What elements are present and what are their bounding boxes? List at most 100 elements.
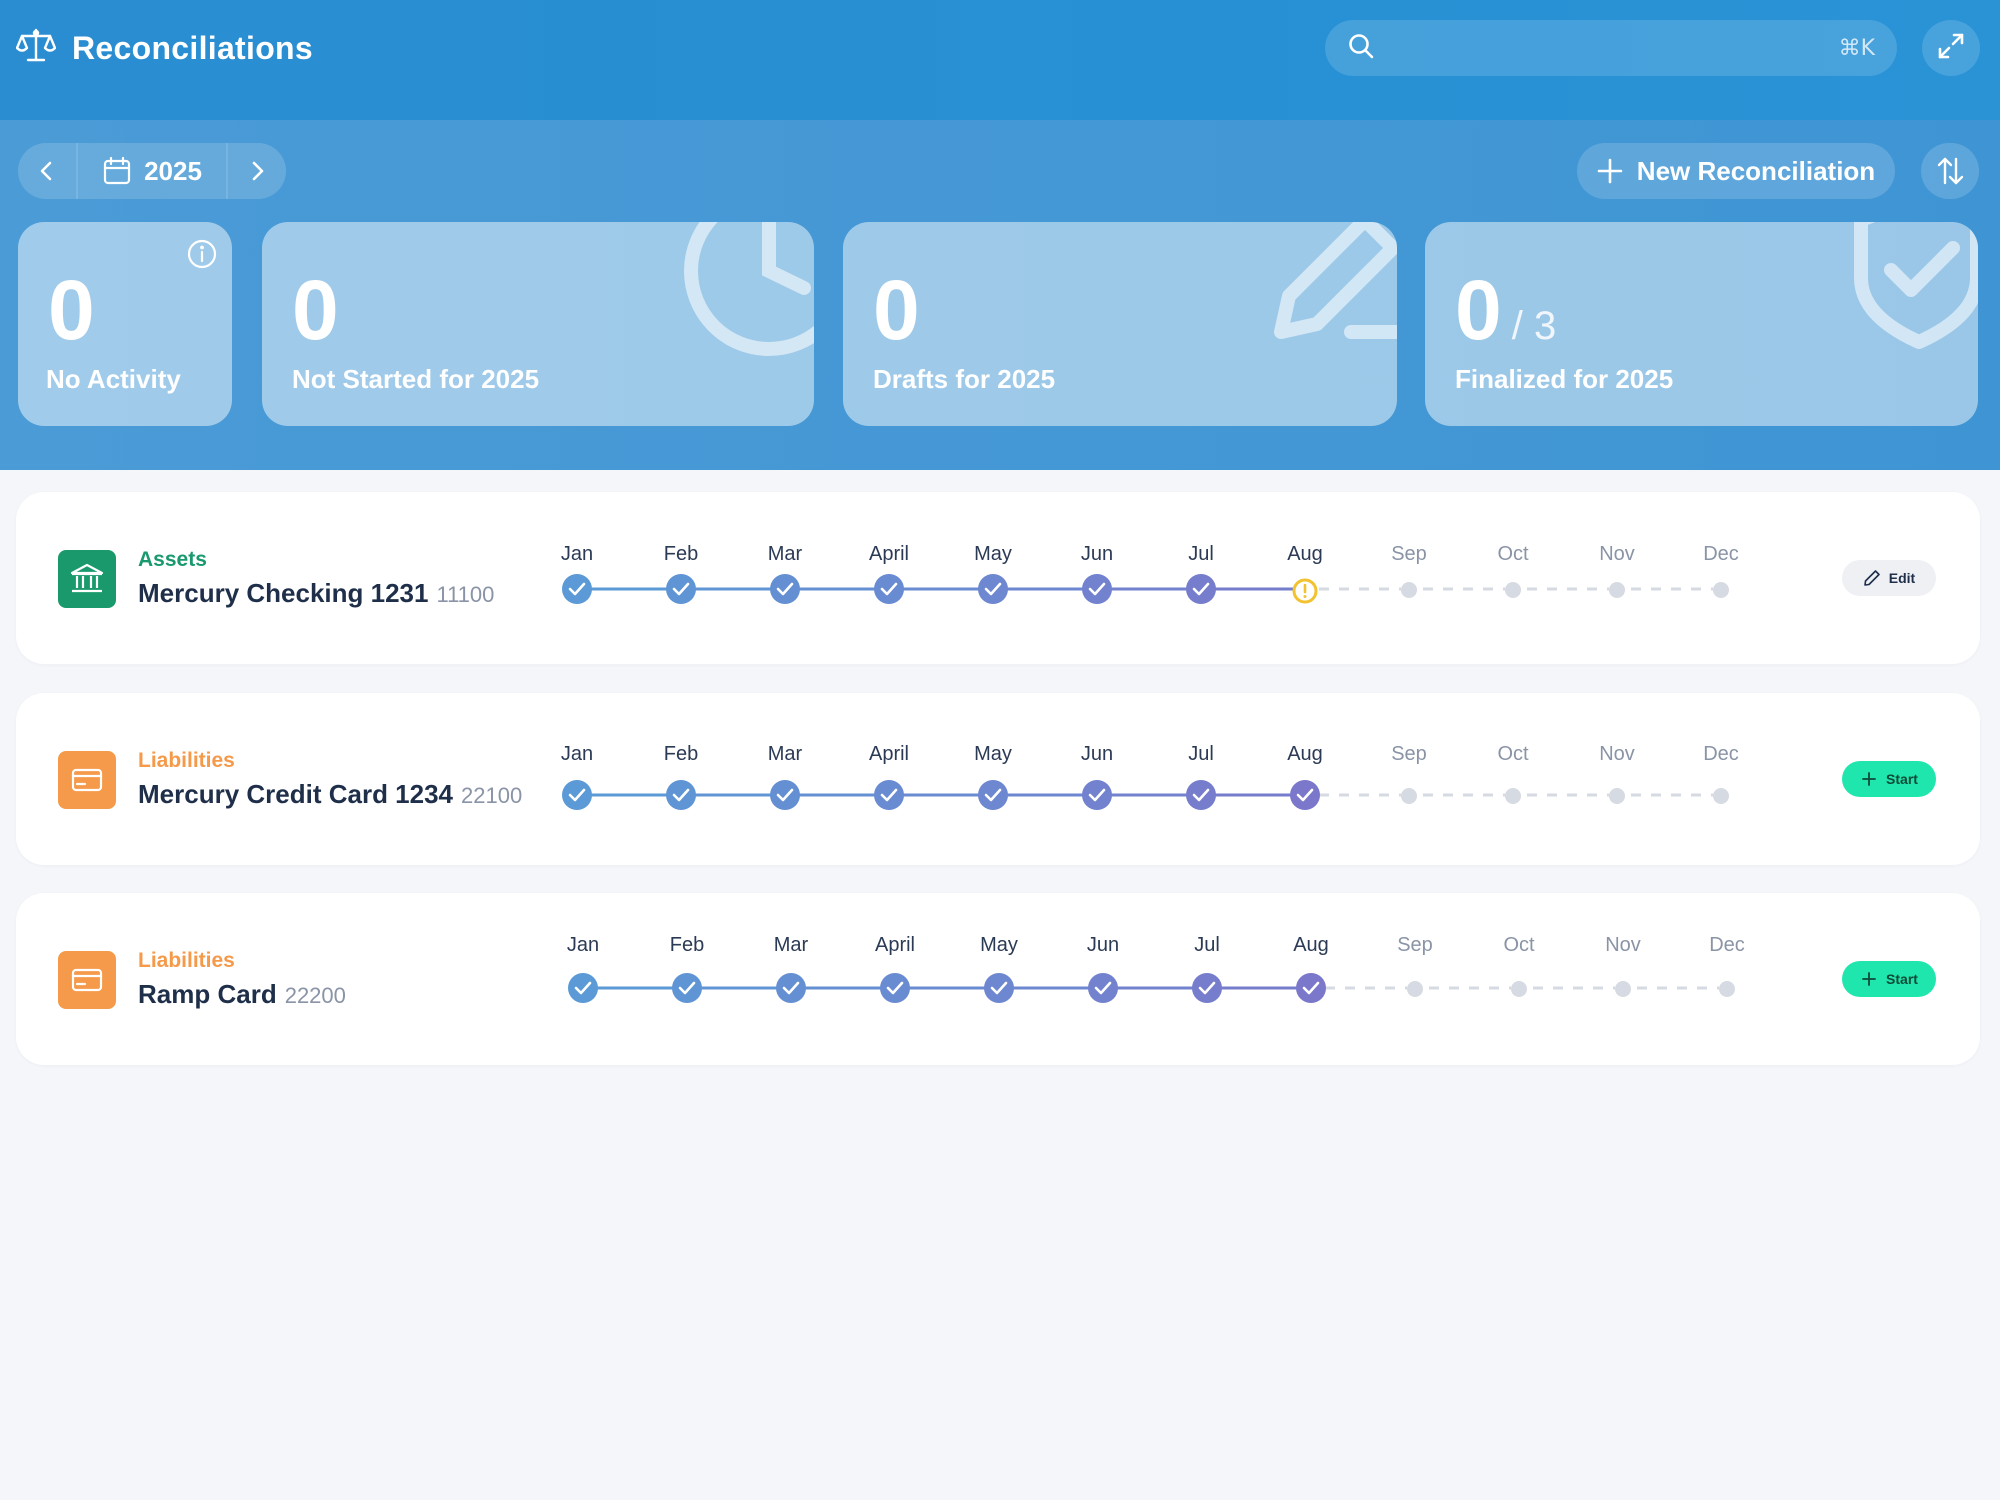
search-input[interactable]	[1391, 35, 1839, 61]
month-marker-done[interactable]	[1088, 973, 1118, 1003]
month-marker-pending[interactable]	[1609, 582, 1625, 598]
month-timeline: Jan Feb Mar April May Jun Jul Aug Sep Oct Nov Dec	[561, 743, 1739, 810]
sort-button[interactable]	[1921, 143, 1979, 199]
month-marker-pending[interactable]	[1407, 981, 1423, 997]
month-label: Jul	[1194, 934, 1220, 956]
month-marker-done[interactable]	[1082, 574, 1112, 604]
account-name[interactable]: Ramp Card 22200	[138, 979, 346, 1010]
plus-icon	[1597, 158, 1623, 184]
app-header: Reconciliations ⌘K	[0, 0, 2000, 120]
account-row[interactable]: Liabilities Ramp Card 22200 Jan Feb Mar Apri…	[16, 893, 1980, 1065]
month-label: Dec	[1703, 543, 1739, 565]
edit-button[interactable]: Edit	[1842, 560, 1936, 596]
month-marker-pending[interactable]	[1713, 582, 1729, 598]
start-label: Start	[1886, 771, 1918, 787]
start-button[interactable]: Start	[1842, 961, 1936, 997]
month-marker-done[interactable]	[672, 973, 702, 1003]
month-marker-pending[interactable]	[1401, 788, 1417, 804]
month-marker-done[interactable]	[562, 574, 592, 604]
info-icon[interactable]	[186, 238, 218, 270]
month-label: Jan	[561, 543, 593, 565]
month-marker-done[interactable]	[1186, 574, 1216, 604]
start-button[interactable]: Start	[1842, 761, 1936, 797]
month-marker-done[interactable]	[568, 973, 598, 1003]
year-picker[interactable]: 2025	[76, 143, 228, 199]
month-marker-pending[interactable]	[1713, 788, 1729, 804]
month-label: Jun	[1081, 743, 1113, 765]
year-selector: 2025	[18, 143, 286, 199]
month-label: Sep	[1391, 743, 1427, 765]
month-label: Mar	[768, 543, 803, 565]
month-marker-pending[interactable]	[1505, 582, 1521, 598]
scales-icon	[15, 26, 57, 71]
month-marker-pending[interactable]	[1615, 981, 1631, 997]
account-row[interactable]: Liabilities Mercury Credit Card 1234 2210…	[16, 693, 1980, 865]
search-icon	[1347, 32, 1375, 65]
stat-value: 0/ 3	[1455, 268, 1556, 352]
month-label: Oct	[1497, 743, 1529, 765]
month-label: Sep	[1397, 934, 1433, 956]
account-title: Mercury Checking 1231	[138, 578, 429, 608]
month-marker-done[interactable]	[984, 973, 1014, 1003]
month-marker-done[interactable]	[562, 780, 592, 810]
month-marker-done[interactable]	[770, 574, 800, 604]
account-icon-tile	[58, 550, 116, 608]
month-label: Aug	[1287, 743, 1323, 765]
month-marker-done[interactable]	[666, 780, 696, 810]
year-label: 2025	[144, 155, 202, 186]
stat-label: No Activity	[46, 364, 181, 394]
month-marker-done[interactable]	[1192, 973, 1222, 1003]
month-timeline: Jan Feb Mar April May Jun Jul Aug Sep Oct Nov Dec	[567, 934, 1745, 1003]
stat-card-no-activity[interactable]: 0 No Activity	[18, 222, 232, 426]
month-marker-pending[interactable]	[1511, 981, 1527, 997]
next-year-button[interactable]	[228, 143, 286, 199]
stat-label: Drafts for 2025	[873, 364, 1056, 394]
month-marker-pending[interactable]	[1505, 788, 1521, 804]
month-label: Nov	[1599, 543, 1635, 565]
stat-card-finalized[interactable]: 0/ 3 Finalized for 2025	[1425, 222, 1978, 426]
month-marker-warning[interactable]	[1292, 578, 1318, 604]
month-marker-done[interactable]	[1082, 780, 1112, 810]
clock-icon	[684, 222, 814, 356]
month-label: April	[875, 934, 915, 956]
account-code: 11100	[436, 582, 495, 607]
month-marker-done[interactable]	[1296, 973, 1326, 1003]
account-name[interactable]: Mercury Credit Card 1234 22100	[138, 779, 522, 810]
pencil-icon	[1274, 222, 1397, 339]
month-label: Jun	[1087, 934, 1119, 956]
new-reconciliation-button[interactable]: New Reconciliation	[1577, 143, 1895, 199]
month-marker-done[interactable]	[880, 973, 910, 1003]
account-name[interactable]: Mercury Checking 1231 11100	[138, 578, 494, 609]
chevron-left-icon	[40, 161, 52, 181]
month-marker-pending[interactable]	[1401, 582, 1417, 598]
search-shortcut-hint: ⌘K	[1838, 35, 1875, 61]
stat-card-not-started[interactable]: 0 Not Started for 2025	[262, 222, 814, 426]
month-marker-pending[interactable]	[1719, 981, 1735, 997]
month-marker-done[interactable]	[978, 780, 1008, 810]
month-marker-done[interactable]	[1290, 780, 1320, 810]
month-marker-done[interactable]	[770, 780, 800, 810]
expand-icon	[1936, 31, 1966, 66]
month-label: Jan	[561, 743, 593, 765]
edit-label: Edit	[1888, 570, 1916, 586]
previous-year-button[interactable]	[18, 143, 76, 199]
month-label: Jun	[1081, 543, 1113, 565]
month-label: Sep	[1391, 543, 1427, 565]
month-label: Aug	[1287, 543, 1323, 565]
stat-label: Not Started for 2025	[292, 364, 540, 394]
month-marker-done[interactable]	[666, 574, 696, 604]
month-marker-done[interactable]	[874, 780, 904, 810]
stat-value: 0	[48, 263, 95, 357]
month-marker-done[interactable]	[874, 574, 904, 604]
search-bar[interactable]: ⌘K	[1325, 20, 1897, 76]
month-label: Mar	[768, 743, 803, 765]
account-title: Mercury Credit Card 1234	[138, 779, 454, 809]
month-marker-pending[interactable]	[1609, 788, 1625, 804]
month-label: April	[869, 543, 909, 565]
month-marker-done[interactable]	[776, 973, 806, 1003]
stat-card-drafts[interactable]: 0 Drafts for 2025	[843, 222, 1397, 426]
account-row[interactable]: Assets Mercury Checking 1231 11100 Jan Feb…	[16, 492, 1980, 664]
expand-button[interactable]	[1922, 20, 1980, 76]
month-marker-done[interactable]	[978, 574, 1008, 604]
month-marker-done[interactable]	[1186, 780, 1216, 810]
